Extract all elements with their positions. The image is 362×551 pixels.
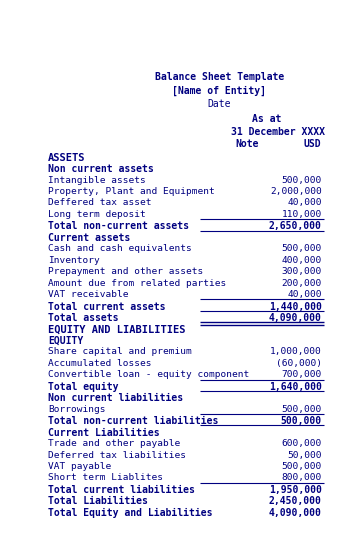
Text: Intangible assets: Intangible assets [48,176,146,185]
Text: VAT receivable: VAT receivable [48,290,129,299]
Text: Non current liabilities: Non current liabilities [48,393,183,403]
Text: EQUITY AND LIABILITIES: EQUITY AND LIABILITIES [48,325,186,334]
Text: Total current liabilities: Total current liabilities [48,485,195,495]
Text: 500,000: 500,000 [281,404,321,414]
Text: Total current assets: Total current assets [48,301,165,311]
Text: 300,000: 300,000 [281,267,321,276]
Text: Trade and other payable: Trade and other payable [48,439,180,448]
Text: (60,000): (60,000) [275,359,321,368]
Text: Accumulated losses: Accumulated losses [48,359,152,368]
Text: As at: As at [252,115,282,125]
Text: Total assets: Total assets [48,313,119,323]
Text: 500,000: 500,000 [281,462,321,471]
Text: Inventory: Inventory [48,256,100,265]
Text: 200,000: 200,000 [281,279,321,288]
Text: 1,000,000: 1,000,000 [270,348,321,356]
Text: Total non-current assets: Total non-current assets [48,222,189,231]
Text: 40,000: 40,000 [287,198,321,208]
Text: 2,650,000: 2,650,000 [269,222,321,231]
Text: Amount due from related parties: Amount due from related parties [48,279,226,288]
Text: Deferred tax liabilities: Deferred tax liabilities [48,451,186,460]
Text: 1,950,000: 1,950,000 [269,485,321,495]
Text: Convertible loan - equity component: Convertible loan - equity component [48,370,249,379]
Text: [Name of Entity]: [Name of Entity] [172,85,266,96]
Text: 600,000: 600,000 [281,439,321,448]
Text: USD: USD [304,139,321,149]
Text: 500,000: 500,000 [281,176,321,185]
Text: Cash and cash equivalents: Cash and cash equivalents [48,244,192,253]
Text: 4,090,000: 4,090,000 [269,313,321,323]
Text: EQUITY: EQUITY [48,336,83,346]
Text: Deffered tax asset: Deffered tax asset [48,198,152,208]
Text: 31 December XXXX: 31 December XXXX [231,127,325,137]
Text: Prepayment and other assets: Prepayment and other assets [48,267,203,276]
Text: 1,640,000: 1,640,000 [269,382,321,392]
Text: 4,090,000: 4,090,000 [269,508,321,518]
Text: 1,440,000: 1,440,000 [269,301,321,311]
Text: Total Equity and Liabilities: Total Equity and Liabilities [48,508,212,518]
Text: Non current assets: Non current assets [48,164,154,174]
Text: Current Liabilities: Current Liabilities [48,428,160,437]
Text: 700,000: 700,000 [281,370,321,379]
Text: Share capital and premium: Share capital and premium [48,348,192,356]
Text: 500,000: 500,000 [281,416,321,426]
Text: 2,000,000: 2,000,000 [270,187,321,196]
Text: 500,000: 500,000 [281,244,321,253]
Text: Date: Date [207,99,231,109]
Text: Total non-current liabilities: Total non-current liabilities [48,416,218,426]
Text: Note: Note [236,139,259,149]
Text: Total Liabilities: Total Liabilities [48,496,148,506]
Text: Balance Sheet Template: Balance Sheet Template [155,73,284,83]
Text: Borrowings: Borrowings [48,404,106,414]
Text: Property, Plant and Equipment: Property, Plant and Equipment [48,187,215,196]
Text: 800,000: 800,000 [281,473,321,483]
Text: 400,000: 400,000 [281,256,321,265]
Text: 110,000: 110,000 [281,210,321,219]
Text: Current assets: Current assets [48,233,130,243]
Text: ASSETS: ASSETS [48,153,85,163]
Text: Long term deposit: Long term deposit [48,210,146,219]
Text: 50,000: 50,000 [287,451,321,460]
Text: Total equity: Total equity [48,382,119,392]
Text: Short term Liablites: Short term Liablites [48,473,163,483]
Text: 40,000: 40,000 [287,290,321,299]
Text: VAT payable: VAT payable [48,462,111,471]
Text: 2,450,000: 2,450,000 [269,496,321,506]
